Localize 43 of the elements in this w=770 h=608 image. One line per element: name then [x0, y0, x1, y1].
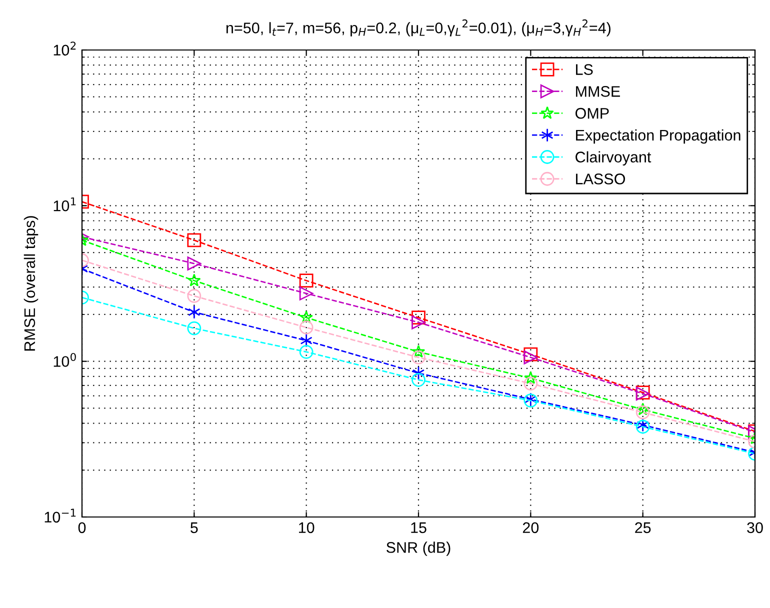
- point: [412, 315, 426, 330]
- point: [300, 334, 312, 348]
- x-tick-label: 20: [522, 522, 539, 534]
- point: [412, 350, 426, 364]
- y-tick-label: 10$^{0}$: [54, 352, 76, 367]
- x-tick-label: 15: [411, 522, 426, 534]
- legend-label: OMP: [576, 108, 609, 119]
- point: [187, 321, 202, 336]
- point: [299, 320, 314, 334]
- y-tick-label: 10$^{2}$: [54, 42, 76, 56]
- x-tick-label: 0: [78, 522, 86, 534]
- point: [299, 344, 314, 359]
- legend-label: LS: [576, 64, 593, 75]
- point: [300, 310, 313, 324]
- point: [187, 289, 202, 303]
- point: [187, 256, 202, 270]
- point: [412, 366, 425, 380]
- x-tick-label: 25: [635, 522, 651, 534]
- y-tick-label: 10$^{1}$: [54, 197, 76, 212]
- chart-title: n=50, l$_{t}$=7, m=56, p$_{H}$=0.2, (μ$_{L}$=0,γ$_{L}$$^{2}$=0.01), (μ$_{H}$=3,γ$_{H}$$^{2}$=4): [226, 19, 610, 36]
- point: [187, 233, 202, 248]
- x-tick-label: 5: [190, 522, 198, 534]
- point: [299, 274, 314, 288]
- legend-label: LASSO: [576, 174, 626, 184]
- point: [412, 310, 426, 325]
- x-axis-title: SNR (dB): [386, 542, 450, 556]
- legend-label: MMSE: [576, 86, 620, 97]
- point: [524, 371, 538, 384]
- y-tick-label: 10$^{−1}$: [44, 508, 76, 523]
- legend-label: Clairvoyant: [576, 151, 652, 166]
- point: [524, 350, 538, 364]
- legend-label: Expectation Propagation: [576, 129, 740, 144]
- x-tick-label: 30: [747, 522, 763, 534]
- x-tick-label: 10: [299, 522, 314, 534]
- point: [412, 372, 426, 387]
- point: [188, 274, 201, 286]
- point: [188, 305, 200, 320]
- point: [636, 405, 650, 420]
- point: [412, 344, 426, 358]
- point: [636, 402, 650, 416]
- y-axis-title: RMSE (overall taps): [24, 216, 38, 351]
- point: [299, 286, 314, 300]
- point: [524, 376, 538, 390]
